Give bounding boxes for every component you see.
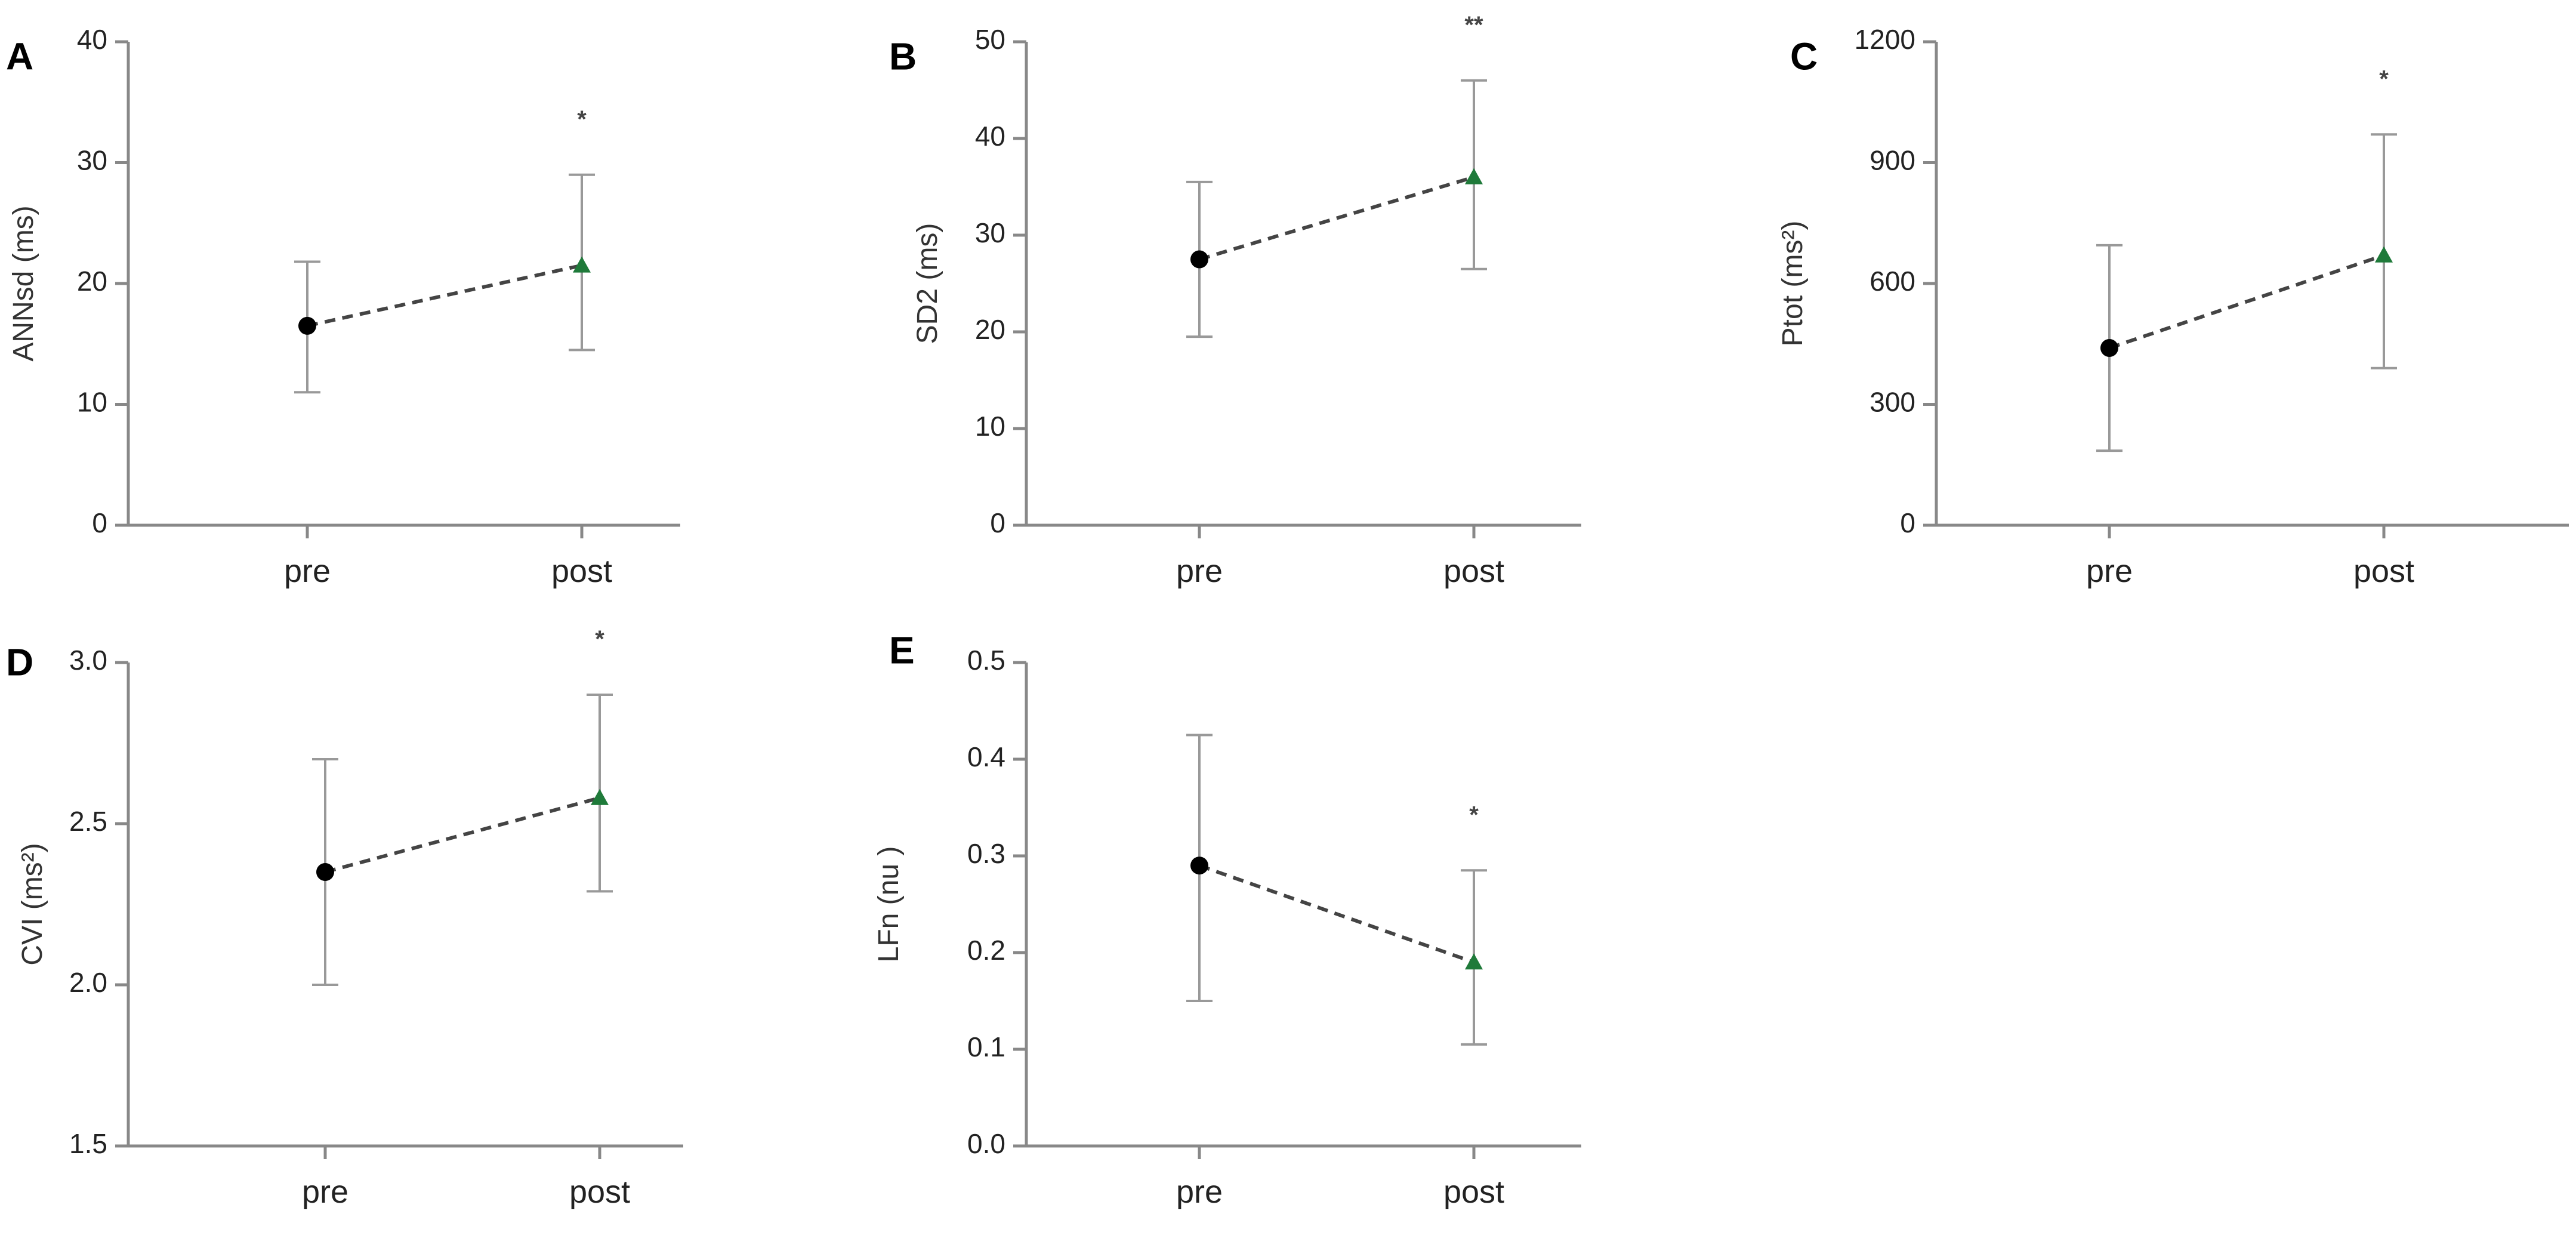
panel-label: A	[6, 35, 33, 78]
y-tick-label: 30	[975, 217, 1005, 248]
x-tick-label-pre: pre	[1176, 1174, 1223, 1210]
mean-trend-line	[307, 263, 582, 328]
y-tick-label: 10	[77, 387, 107, 418]
y-tick-label: 0.1	[967, 1031, 1005, 1062]
mean-trend-line	[2109, 253, 2384, 350]
y-axis-title: Ptot (ms²)	[1777, 221, 1809, 347]
data-point-post	[2375, 246, 2393, 263]
data-point-pre	[1190, 250, 1208, 269]
panel-label: B	[889, 35, 917, 78]
panel-label: C	[1790, 35, 1818, 78]
data-point-pre	[1190, 856, 1208, 875]
y-tick-label: 40	[975, 121, 1005, 152]
y-tick-label: 0.4	[967, 741, 1005, 772]
x-tick-label-post: post	[1443, 553, 1504, 589]
y-tick-label: 50	[975, 24, 1005, 55]
mean-trend-line	[325, 796, 600, 874]
y-tick-label: 3.0	[69, 645, 107, 676]
y-tick-label: 300	[1869, 387, 1915, 418]
y-tick-label: 600	[1869, 266, 1915, 297]
panel-label: D	[6, 640, 33, 683]
y-tick-label: 1200	[1855, 24, 1915, 55]
x-tick-label-pre: pre	[1176, 553, 1223, 589]
y-tick-label: 0	[1900, 507, 1915, 538]
panel-e: E LFn (nu ) 0.0 0.1 0.2 0.3 0.4 0.5 pre post *	[873, 628, 1581, 1210]
y-tick-label: 0.5	[967, 645, 1005, 676]
x-tick-label-post: post	[551, 553, 612, 589]
panel-b: B SD2 (ms) 0 10 20 30 40 50 pre post **	[889, 12, 1581, 589]
data-point-pre	[298, 316, 316, 335]
data-point-post	[1465, 168, 1483, 184]
y-tick-label: 0.2	[967, 935, 1005, 966]
panel-a: A ANNsd (ms) 0 10 20 30 40 pre post *	[6, 24, 680, 589]
significance-marker: *	[1469, 802, 1479, 828]
y-tick-label: 0.0	[967, 1128, 1005, 1159]
y-tick-label: 900	[1869, 145, 1915, 176]
y-tick-label: 2.0	[69, 967, 107, 998]
panel-label: E	[889, 628, 915, 671]
y-axis-title: LFn (nu )	[873, 846, 905, 963]
y-tick-label: 2.5	[69, 806, 107, 837]
y-tick-label: 40	[77, 24, 107, 55]
data-point-post	[1465, 953, 1483, 970]
significance-marker: *	[2379, 66, 2389, 92]
x-tick-label-post: post	[1443, 1174, 1504, 1210]
y-axis-title: CVI (ms²)	[17, 843, 48, 965]
significance-marker: **	[1464, 12, 1483, 38]
data-point-post	[591, 788, 609, 805]
x-tick-label-pre: pre	[2086, 553, 2133, 589]
y-tick-label: 20	[77, 266, 107, 297]
y-tick-label: 0.3	[967, 838, 1005, 869]
panel-c: C Ptot (ms²) 0 300 600 900 1200 pre post *	[1777, 24, 2569, 589]
mean-trend-line	[1199, 175, 1474, 261]
significance-marker: *	[577, 106, 587, 133]
y-tick-label: 20	[975, 314, 1005, 345]
y-axis-title: ANNsd (ms)	[8, 205, 39, 361]
y-tick-label: 30	[77, 145, 107, 176]
y-axis-title: SD2 (ms)	[912, 223, 943, 344]
y-tick-label: 0	[92, 507, 107, 538]
x-tick-label-post: post	[2353, 553, 2414, 589]
significance-marker: *	[595, 626, 604, 652]
y-tick-label: 10	[975, 411, 1005, 442]
panel-d: D CVI (ms²) 1.5 2.0 2.5 3.0 pre post *	[6, 626, 683, 1210]
mean-trend-line	[1199, 864, 1474, 965]
data-point-pre	[2100, 339, 2118, 357]
x-tick-label-post: post	[569, 1174, 630, 1210]
data-point-pre	[316, 863, 334, 881]
y-tick-label: 1.5	[69, 1128, 107, 1159]
y-tick-label: 0	[990, 507, 1005, 538]
x-tick-label-pre: pre	[284, 553, 331, 589]
x-tick-label-pre: pre	[302, 1174, 348, 1210]
data-point-post	[573, 256, 591, 273]
